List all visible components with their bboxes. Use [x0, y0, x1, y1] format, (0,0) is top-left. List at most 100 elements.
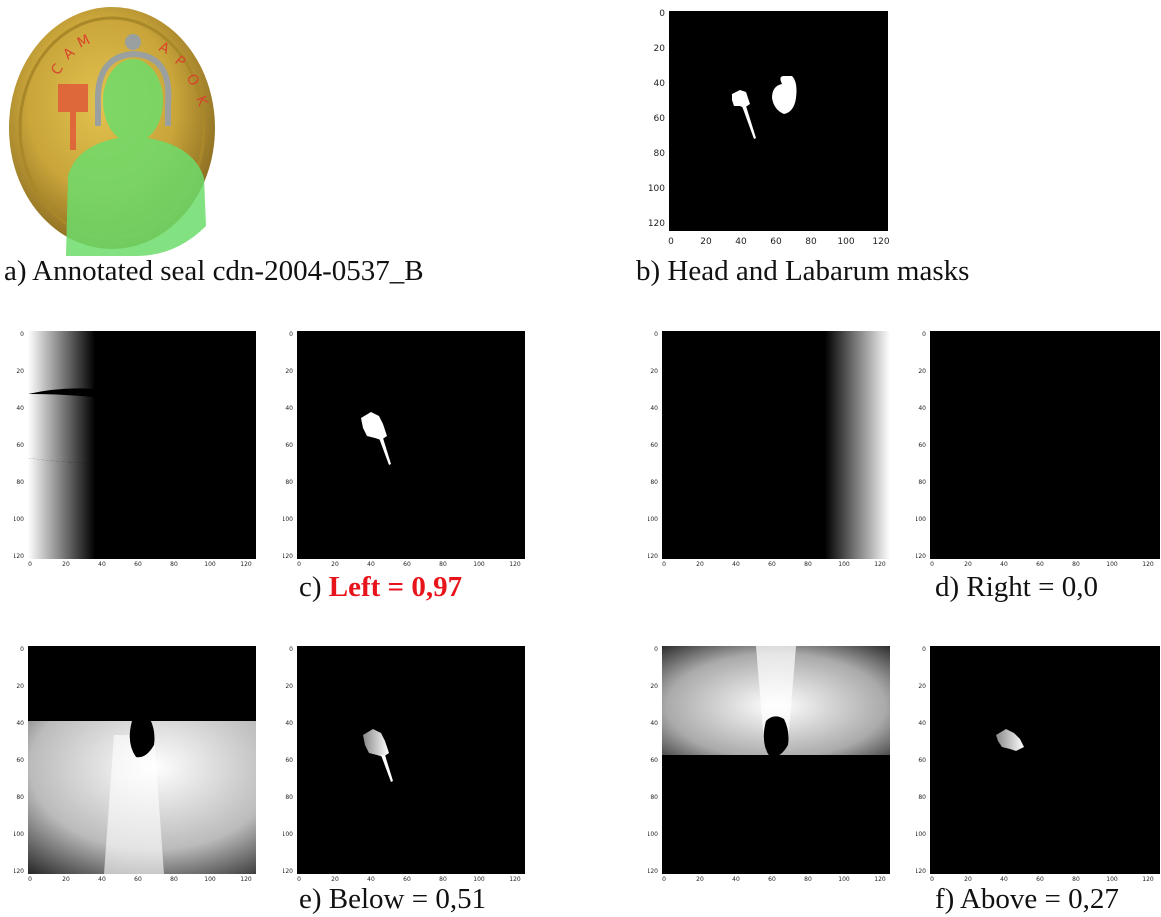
svg-text:80: 80 [170, 876, 178, 883]
labarum-mask [732, 90, 750, 108]
svg-text:40: 40 [367, 876, 375, 883]
svg-text:0: 0 [654, 331, 658, 338]
svg-text:40: 40 [732, 561, 740, 568]
x-tick: 40 [735, 237, 747, 247]
svg-text:20: 20 [62, 561, 70, 568]
svg-text:100: 100 [838, 876, 850, 883]
below-labarum-plot: 0 20 40 60 80 100 120 0 20 40 60 80 100 120 [283, 646, 525, 883]
svg-text:0: 0 [662, 561, 666, 568]
svg-text:80: 80 [1072, 561, 1080, 568]
y-tick: 20 [654, 44, 666, 54]
svg-text:100: 100 [1106, 876, 1118, 883]
y-tick: 80 [654, 149, 666, 159]
svg-text:100: 100 [14, 831, 24, 838]
y-tick: 0 [659, 9, 665, 19]
svg-text:100: 100 [648, 516, 658, 523]
svg-text:20: 20 [650, 368, 658, 375]
left-labarum-plot: 0 20 40 60 80 100 120 0 20 40 60 80 100 120 [283, 331, 525, 568]
svg-text:100: 100 [916, 831, 926, 838]
svg-text:40: 40 [285, 405, 293, 412]
svg-text:100: 100 [916, 516, 926, 523]
svg-text:20: 20 [964, 561, 972, 568]
y-tick: 60 [654, 114, 666, 124]
svg-text:40: 40 [98, 561, 106, 568]
svg-text:100: 100 [204, 561, 216, 568]
svg-text:100: 100 [648, 831, 658, 838]
right-field-plot: 0 20 40 60 80 100 120 0 20 40 60 80 100 120 [648, 331, 890, 568]
x-tick: 120 [872, 237, 889, 247]
svg-text:100: 100 [838, 561, 850, 568]
svg-text:60: 60 [134, 876, 142, 883]
figure-annotation [66, 59, 206, 256]
svg-text:60: 60 [16, 442, 24, 449]
above-field-plot: 0 20 40 60 80 100 120 0 20 40 60 80 100 120 [648, 646, 890, 883]
caption-c-value: Left = 0,97 [328, 571, 463, 603]
y-tick: 120 [648, 219, 665, 229]
svg-text:80: 80 [650, 479, 658, 486]
svg-text:60: 60 [650, 757, 658, 764]
right-labarum-plot: 0 20 40 60 80 100 120 0 20 40 60 80 100 120 [916, 331, 1160, 568]
svg-text:120: 120 [240, 876, 252, 883]
svg-text:40: 40 [98, 876, 106, 883]
svg-text:80: 80 [918, 794, 926, 801]
svg-text:120: 120 [283, 553, 293, 560]
svg-text:80: 80 [285, 479, 293, 486]
svg-text:0: 0 [289, 646, 293, 653]
x-tick: 20 [700, 237, 712, 247]
x-tick: 60 [770, 237, 782, 247]
svg-text:60: 60 [285, 442, 293, 449]
head-mask [772, 76, 797, 114]
svg-text:0: 0 [930, 561, 934, 568]
caption-c: c) Left = 0,97 [299, 573, 462, 602]
svg-text:0: 0 [20, 646, 24, 653]
head-labarum-mask-plot: 0 20 40 60 80 100 120 0 20 40 60 80 100 … [648, 9, 890, 247]
caption-f: f) Above = 0,27 [935, 883, 1119, 915]
caption-b: b) Head and Labarum masks [636, 255, 970, 287]
svg-text:80: 80 [439, 561, 447, 568]
svg-text:100: 100 [204, 876, 216, 883]
caption-e: e) Below = 0,51 [299, 883, 487, 915]
svg-text:20: 20 [964, 876, 972, 883]
svg-text:40: 40 [918, 405, 926, 412]
svg-text:120: 120 [1142, 561, 1154, 568]
svg-text:120: 120 [874, 876, 886, 883]
above-labarum-plot: 0 20 40 60 80 100 120 0 20 40 60 80 100 120 [916, 646, 1160, 883]
labarum-annotation [58, 84, 88, 150]
svg-text:120: 120 [1142, 876, 1154, 883]
svg-text:0: 0 [930, 876, 934, 883]
svg-text:80: 80 [804, 561, 812, 568]
svg-text:100: 100 [14, 516, 24, 523]
svg-text:20: 20 [650, 683, 658, 690]
svg-text:0: 0 [297, 561, 301, 568]
svg-text:40: 40 [367, 561, 375, 568]
svg-text:60: 60 [1036, 561, 1044, 568]
svg-text:80: 80 [1072, 876, 1080, 883]
svg-text:120: 120 [509, 876, 521, 883]
svg-text:20: 20 [331, 561, 339, 568]
panel-b-axes: 0 20 40 60 80 100 120 0 20 40 60 80 100 … [648, 9, 890, 247]
svg-text:60: 60 [403, 561, 411, 568]
svg-text:100: 100 [473, 876, 485, 883]
svg-text:20: 20 [918, 683, 926, 690]
svg-text:100: 100 [283, 831, 293, 838]
svg-text:40: 40 [285, 720, 293, 727]
svg-text:80: 80 [285, 794, 293, 801]
y-tick: 40 [654, 79, 666, 89]
svg-text:40: 40 [1000, 876, 1008, 883]
svg-text:0: 0 [28, 876, 32, 883]
svg-text:40: 40 [16, 720, 24, 727]
svg-text:120: 120 [874, 561, 886, 568]
svg-text:120: 120 [14, 868, 24, 875]
svg-text:80: 80 [804, 876, 812, 883]
svg-text:20: 20 [16, 368, 24, 375]
svg-text:0: 0 [28, 561, 32, 568]
caption-d: d) Right = 0,0 [935, 571, 1098, 603]
svg-text:80: 80 [439, 876, 447, 883]
svg-text:40: 40 [650, 720, 658, 727]
svg-text:80: 80 [16, 479, 24, 486]
svg-text:40: 40 [650, 405, 658, 412]
svg-text:20: 20 [331, 876, 339, 883]
svg-text:120: 120 [283, 868, 293, 875]
svg-text:60: 60 [1036, 876, 1044, 883]
svg-text:80: 80 [16, 794, 24, 801]
